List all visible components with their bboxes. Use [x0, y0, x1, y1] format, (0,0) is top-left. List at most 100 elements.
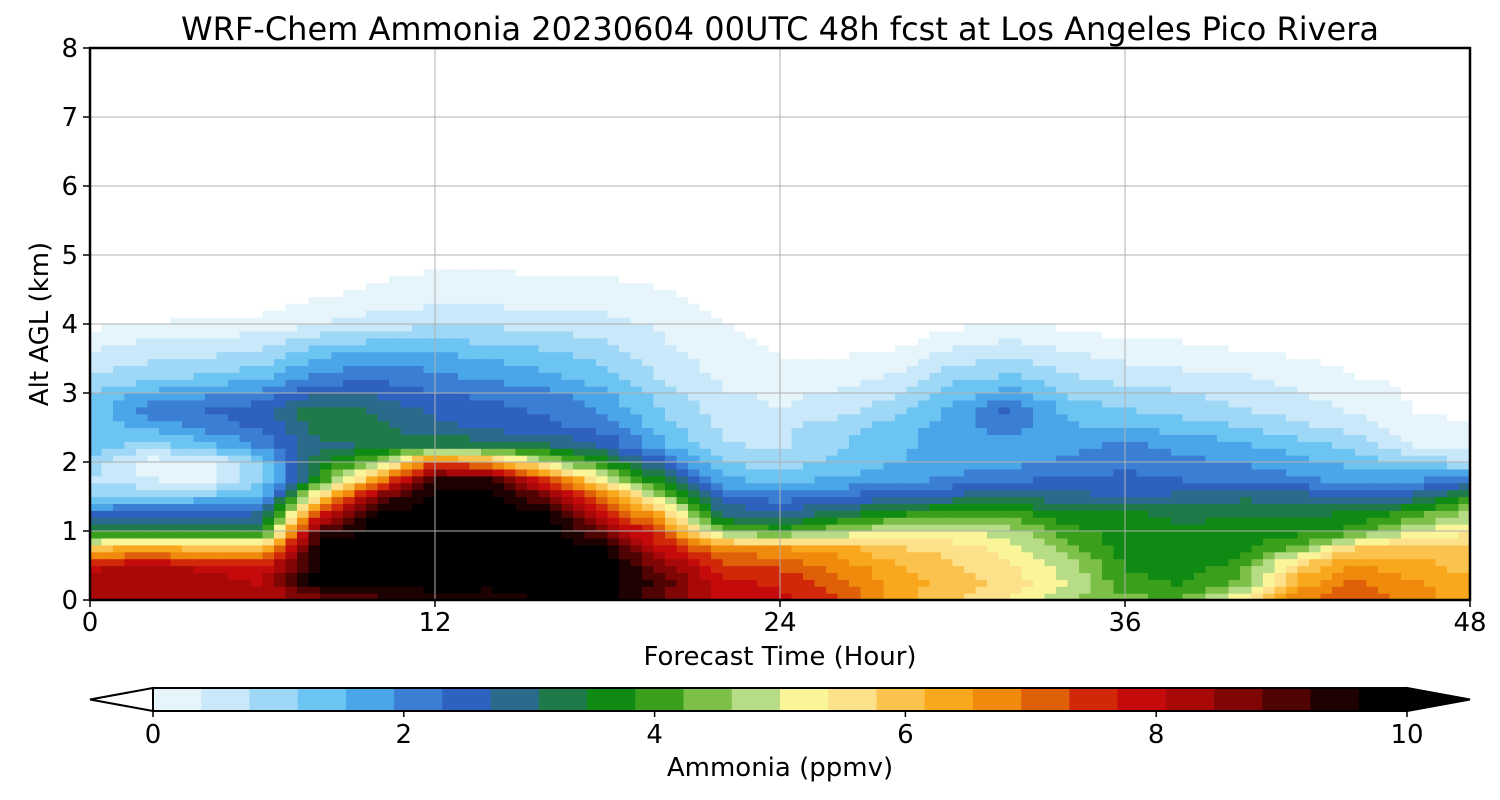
- heatmap-cell: [1251, 558, 1264, 567]
- heatmap-cell: [389, 399, 402, 408]
- heatmap-cell: [170, 586, 183, 594]
- heatmap-cell: [1021, 524, 1034, 532]
- heatmap-cell: [964, 434, 977, 442]
- heatmap-cell: [883, 586, 896, 594]
- heatmap-cell: [354, 468, 367, 477]
- heatmap-cell: [929, 399, 942, 408]
- heatmap-cell: [573, 489, 586, 498]
- heatmap-cell: [1102, 462, 1115, 470]
- heatmap-cell: [170, 517, 183, 525]
- heatmap-cell: [1182, 572, 1195, 580]
- heatmap-cell: [803, 524, 816, 532]
- heatmap-cell: [308, 510, 321, 518]
- heatmap-cell: [515, 337, 528, 346]
- heatmap-cell: [1159, 489, 1172, 498]
- heatmap-cell: [998, 372, 1011, 380]
- heatmap-cell: [1274, 441, 1287, 449]
- heatmap-cell: [504, 434, 517, 442]
- heatmap-cell: [573, 420, 586, 429]
- heatmap-cell: [584, 482, 597, 491]
- heatmap-cell: [906, 358, 919, 366]
- heatmap-cell: [1332, 344, 1345, 353]
- heatmap-cell: [354, 386, 367, 394]
- heatmap-cell: [768, 579, 781, 587]
- heatmap-cell: [1194, 565, 1207, 573]
- heatmap-cell: [895, 448, 908, 456]
- heatmap-cell: [1228, 517, 1241, 525]
- heatmap-cell: [1274, 455, 1287, 463]
- heatmap-cell: [1366, 462, 1379, 470]
- heatmap-cell: [883, 406, 896, 415]
- heatmap-cell: [90, 324, 103, 332]
- heatmap-cell: [1021, 482, 1034, 491]
- heatmap-cell: [1332, 517, 1345, 525]
- heatmap-cell: [1412, 510, 1425, 518]
- heatmap-cell: [1182, 317, 1195, 325]
- heatmap-cell: [481, 441, 494, 449]
- heatmap-cell: [492, 386, 505, 394]
- heatmap-cell: [205, 510, 218, 518]
- heatmap-cell: [768, 351, 781, 360]
- plot-area: [88, 46, 1472, 602]
- heatmap-cell: [377, 524, 390, 532]
- heatmap-cell: [550, 496, 563, 504]
- heatmap-cell: [745, 593, 758, 601]
- heatmap-cell: [435, 448, 448, 456]
- heatmap-cell: [1125, 324, 1138, 332]
- heatmap-cell: [412, 427, 425, 435]
- heatmap-cell: [274, 565, 287, 573]
- heatmap-cell: [481, 524, 494, 532]
- heatmap-cell: [550, 413, 563, 422]
- heatmap-cell: [469, 510, 482, 518]
- heatmap-cell: [435, 489, 448, 498]
- heatmap-cell: [147, 475, 160, 484]
- heatmap-cell: [653, 537, 666, 546]
- heatmap-cell: [872, 324, 885, 332]
- heatmap-cell: [561, 558, 574, 567]
- heatmap-cell: [136, 579, 149, 587]
- heatmap-cell: [906, 337, 919, 346]
- heatmap-cell: [745, 558, 758, 567]
- heatmap-cell: [757, 475, 770, 484]
- heatmap-cell: [469, 379, 482, 387]
- heatmap-cell: [987, 344, 1000, 353]
- heatmap-cell: [1366, 586, 1379, 594]
- heatmap-cell: [1010, 427, 1023, 435]
- heatmap-cell: [1355, 324, 1368, 332]
- heatmap-cell: [561, 593, 574, 601]
- heatmap-cell: [860, 517, 873, 525]
- heatmap-cell: [1125, 406, 1138, 415]
- heatmap-cell: [1044, 510, 1057, 518]
- heatmap-cell: [722, 399, 735, 408]
- heatmap-cell: [1136, 586, 1149, 594]
- heatmap-cell: [469, 434, 482, 442]
- heatmap-cell: [596, 324, 609, 332]
- heatmap-cell: [1217, 365, 1230, 373]
- heatmap-cell: [469, 317, 482, 325]
- heatmap-cell: [849, 434, 862, 442]
- heatmap-cell: [492, 572, 505, 580]
- heatmap-cell: [504, 586, 517, 594]
- heatmap-cell: [1159, 482, 1172, 491]
- heatmap-cell: [860, 524, 873, 532]
- heatmap-cell: [837, 593, 850, 601]
- heatmap-cell: [205, 310, 218, 318]
- heatmap-cell: [354, 482, 367, 491]
- heatmap-cell: [1056, 468, 1069, 477]
- heatmap-cell: [308, 317, 321, 325]
- heatmap-cell: [1286, 441, 1299, 449]
- heatmap-cell: [918, 317, 931, 325]
- heatmap-cell: [228, 324, 241, 332]
- heatmap-cell: [630, 565, 643, 573]
- heatmap-cell: [400, 351, 413, 360]
- heatmap-cell: [343, 448, 356, 456]
- heatmap-cell: [366, 427, 379, 435]
- heatmap-cell: [1355, 482, 1368, 491]
- heatmap-cell: [1033, 524, 1046, 532]
- heatmap-cell: [849, 572, 862, 580]
- heatmap-cell: [228, 572, 241, 580]
- heatmap-cell: [308, 565, 321, 573]
- heatmap-cell: [1332, 365, 1345, 373]
- heatmap-cell: [366, 330, 379, 339]
- heatmap-cell: [1297, 551, 1310, 560]
